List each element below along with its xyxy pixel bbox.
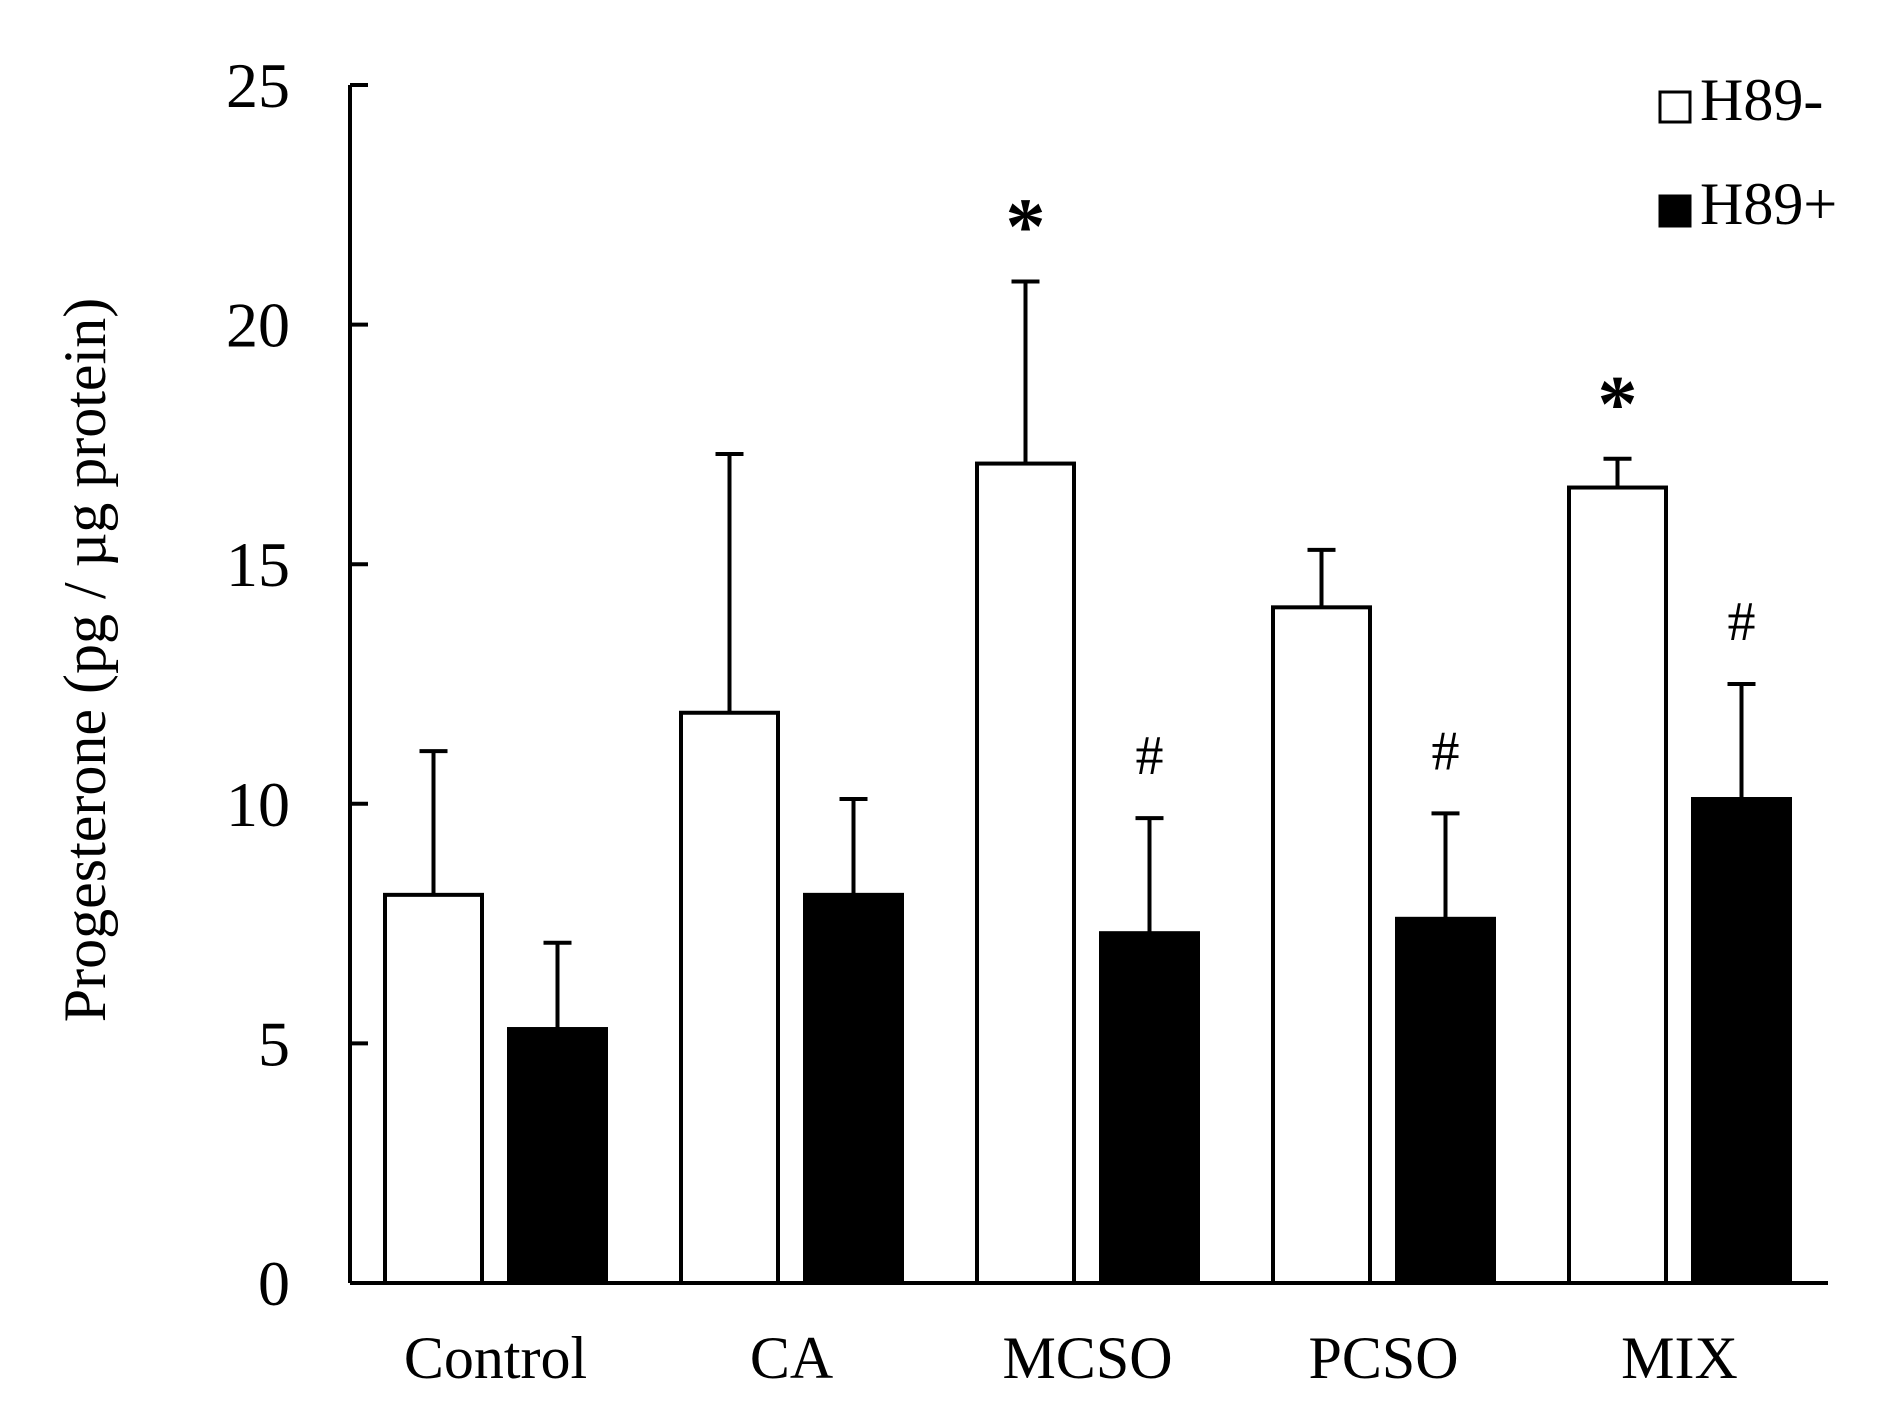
legend: H89- H89+ xyxy=(1658,67,1837,237)
significance-hash: # xyxy=(1728,591,1756,653)
bar-h89-minus-control xyxy=(383,892,484,1286)
y-tick-label: 20 xyxy=(226,290,290,361)
y-tick-label: 25 xyxy=(226,50,290,121)
bar-h89-plus-mix xyxy=(1691,797,1792,1285)
y-tick-label: 10 xyxy=(226,769,290,840)
x-tick-label: CA xyxy=(750,1325,833,1391)
x-axis: Control CA MCSO PCSO MIX xyxy=(350,1281,1828,1391)
bar-h89-minus-mcso xyxy=(975,461,1076,1285)
y-tick-label: 15 xyxy=(226,529,290,600)
legend-swatch xyxy=(1658,90,1692,124)
significance-star: * xyxy=(1598,361,1638,449)
significance-star: * xyxy=(1006,183,1046,271)
bar-h89-plus-mcso xyxy=(1099,931,1200,1286)
legend-swatch xyxy=(1658,194,1692,228)
significance-hash: # xyxy=(1136,725,1164,787)
bar-h89-plus-ca xyxy=(803,892,904,1286)
bar-h89-minus-mix xyxy=(1567,485,1668,1285)
legend-label: H89- xyxy=(1700,67,1823,133)
bar-h89-minus-ca xyxy=(679,710,780,1285)
bar-h89-plus-pcso xyxy=(1395,916,1496,1285)
y-tick-label: 5 xyxy=(258,1008,290,1079)
x-tick-label: MIX xyxy=(1621,1325,1738,1391)
bar-h89-plus-control xyxy=(507,1027,608,1286)
bar-h89-minus-pcso xyxy=(1271,605,1372,1285)
y-axis-label: Progesterone (pg / µg protein) xyxy=(52,298,118,1022)
y-tick-label: 0 xyxy=(258,1248,290,1319)
y-axis: 0 5 10 15 20 25 xyxy=(226,50,368,1319)
x-tick-label: PCSO xyxy=(1308,1325,1458,1391)
bars: * # # * # xyxy=(383,183,1792,1286)
significance-hash: # xyxy=(1432,720,1460,782)
x-tick-label: MCSO xyxy=(1002,1325,1172,1391)
x-tick-label: Control xyxy=(404,1325,587,1391)
legend-label: H89+ xyxy=(1700,171,1837,237)
